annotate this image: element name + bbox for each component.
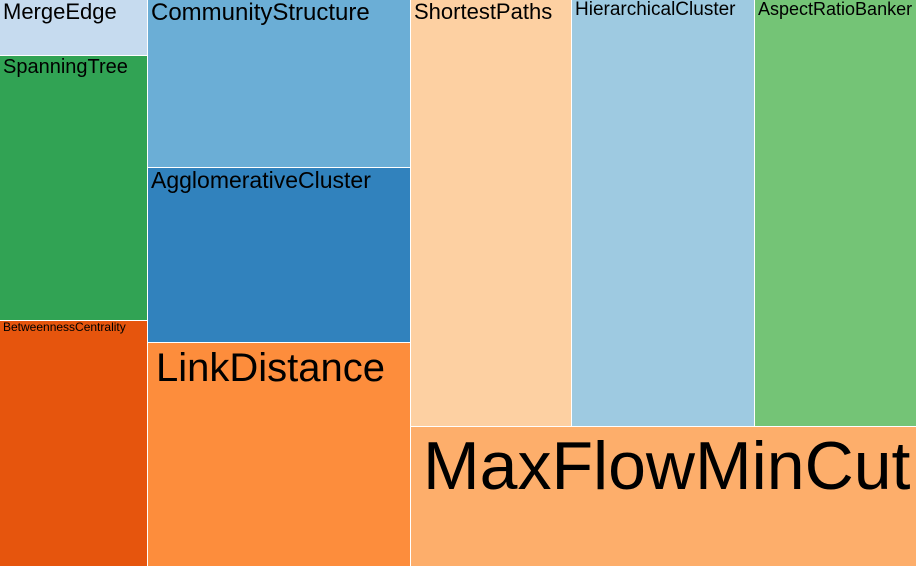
treemap-cell: MaxFlowMinCut <box>411 427 917 567</box>
treemap-cell-label: LinkDistance <box>156 346 386 390</box>
treemap-cell-label: BetweennessCentrality <box>3 321 126 334</box>
treemap-cell-label: MergeEdge <box>3 0 117 24</box>
treemap-cell-label: HierarchicalCluster <box>575 0 736 20</box>
treemap-cell: MergeEdge <box>0 0 148 56</box>
treemap-cell: HierarchicalCluster <box>572 0 755 427</box>
treemap-cell-label: CommunityStructure <box>151 0 370 26</box>
treemap-cell: BetweennessCentrality <box>0 321 148 567</box>
treemap-cell: CommunityStructure <box>148 0 411 168</box>
treemap-cell: SpanningTree <box>0 56 148 321</box>
treemap-cell: AgglomerativeCluster <box>148 168 411 343</box>
treemap-cell-label: AspectRatioBanker <box>758 0 913 19</box>
treemap-cell-label: AgglomerativeCluster <box>151 168 371 193</box>
treemap-cell-label: ShortestPaths <box>414 0 553 24</box>
treemap-cell: AspectRatioBanker <box>755 0 917 427</box>
treemap-cell-label: MaxFlowMinCut <box>423 428 911 504</box>
treemap-cell: LinkDistance <box>148 343 411 567</box>
treemap-cell-label: SpanningTree <box>3 56 128 78</box>
treemap-cell: ShortestPaths <box>411 0 572 427</box>
